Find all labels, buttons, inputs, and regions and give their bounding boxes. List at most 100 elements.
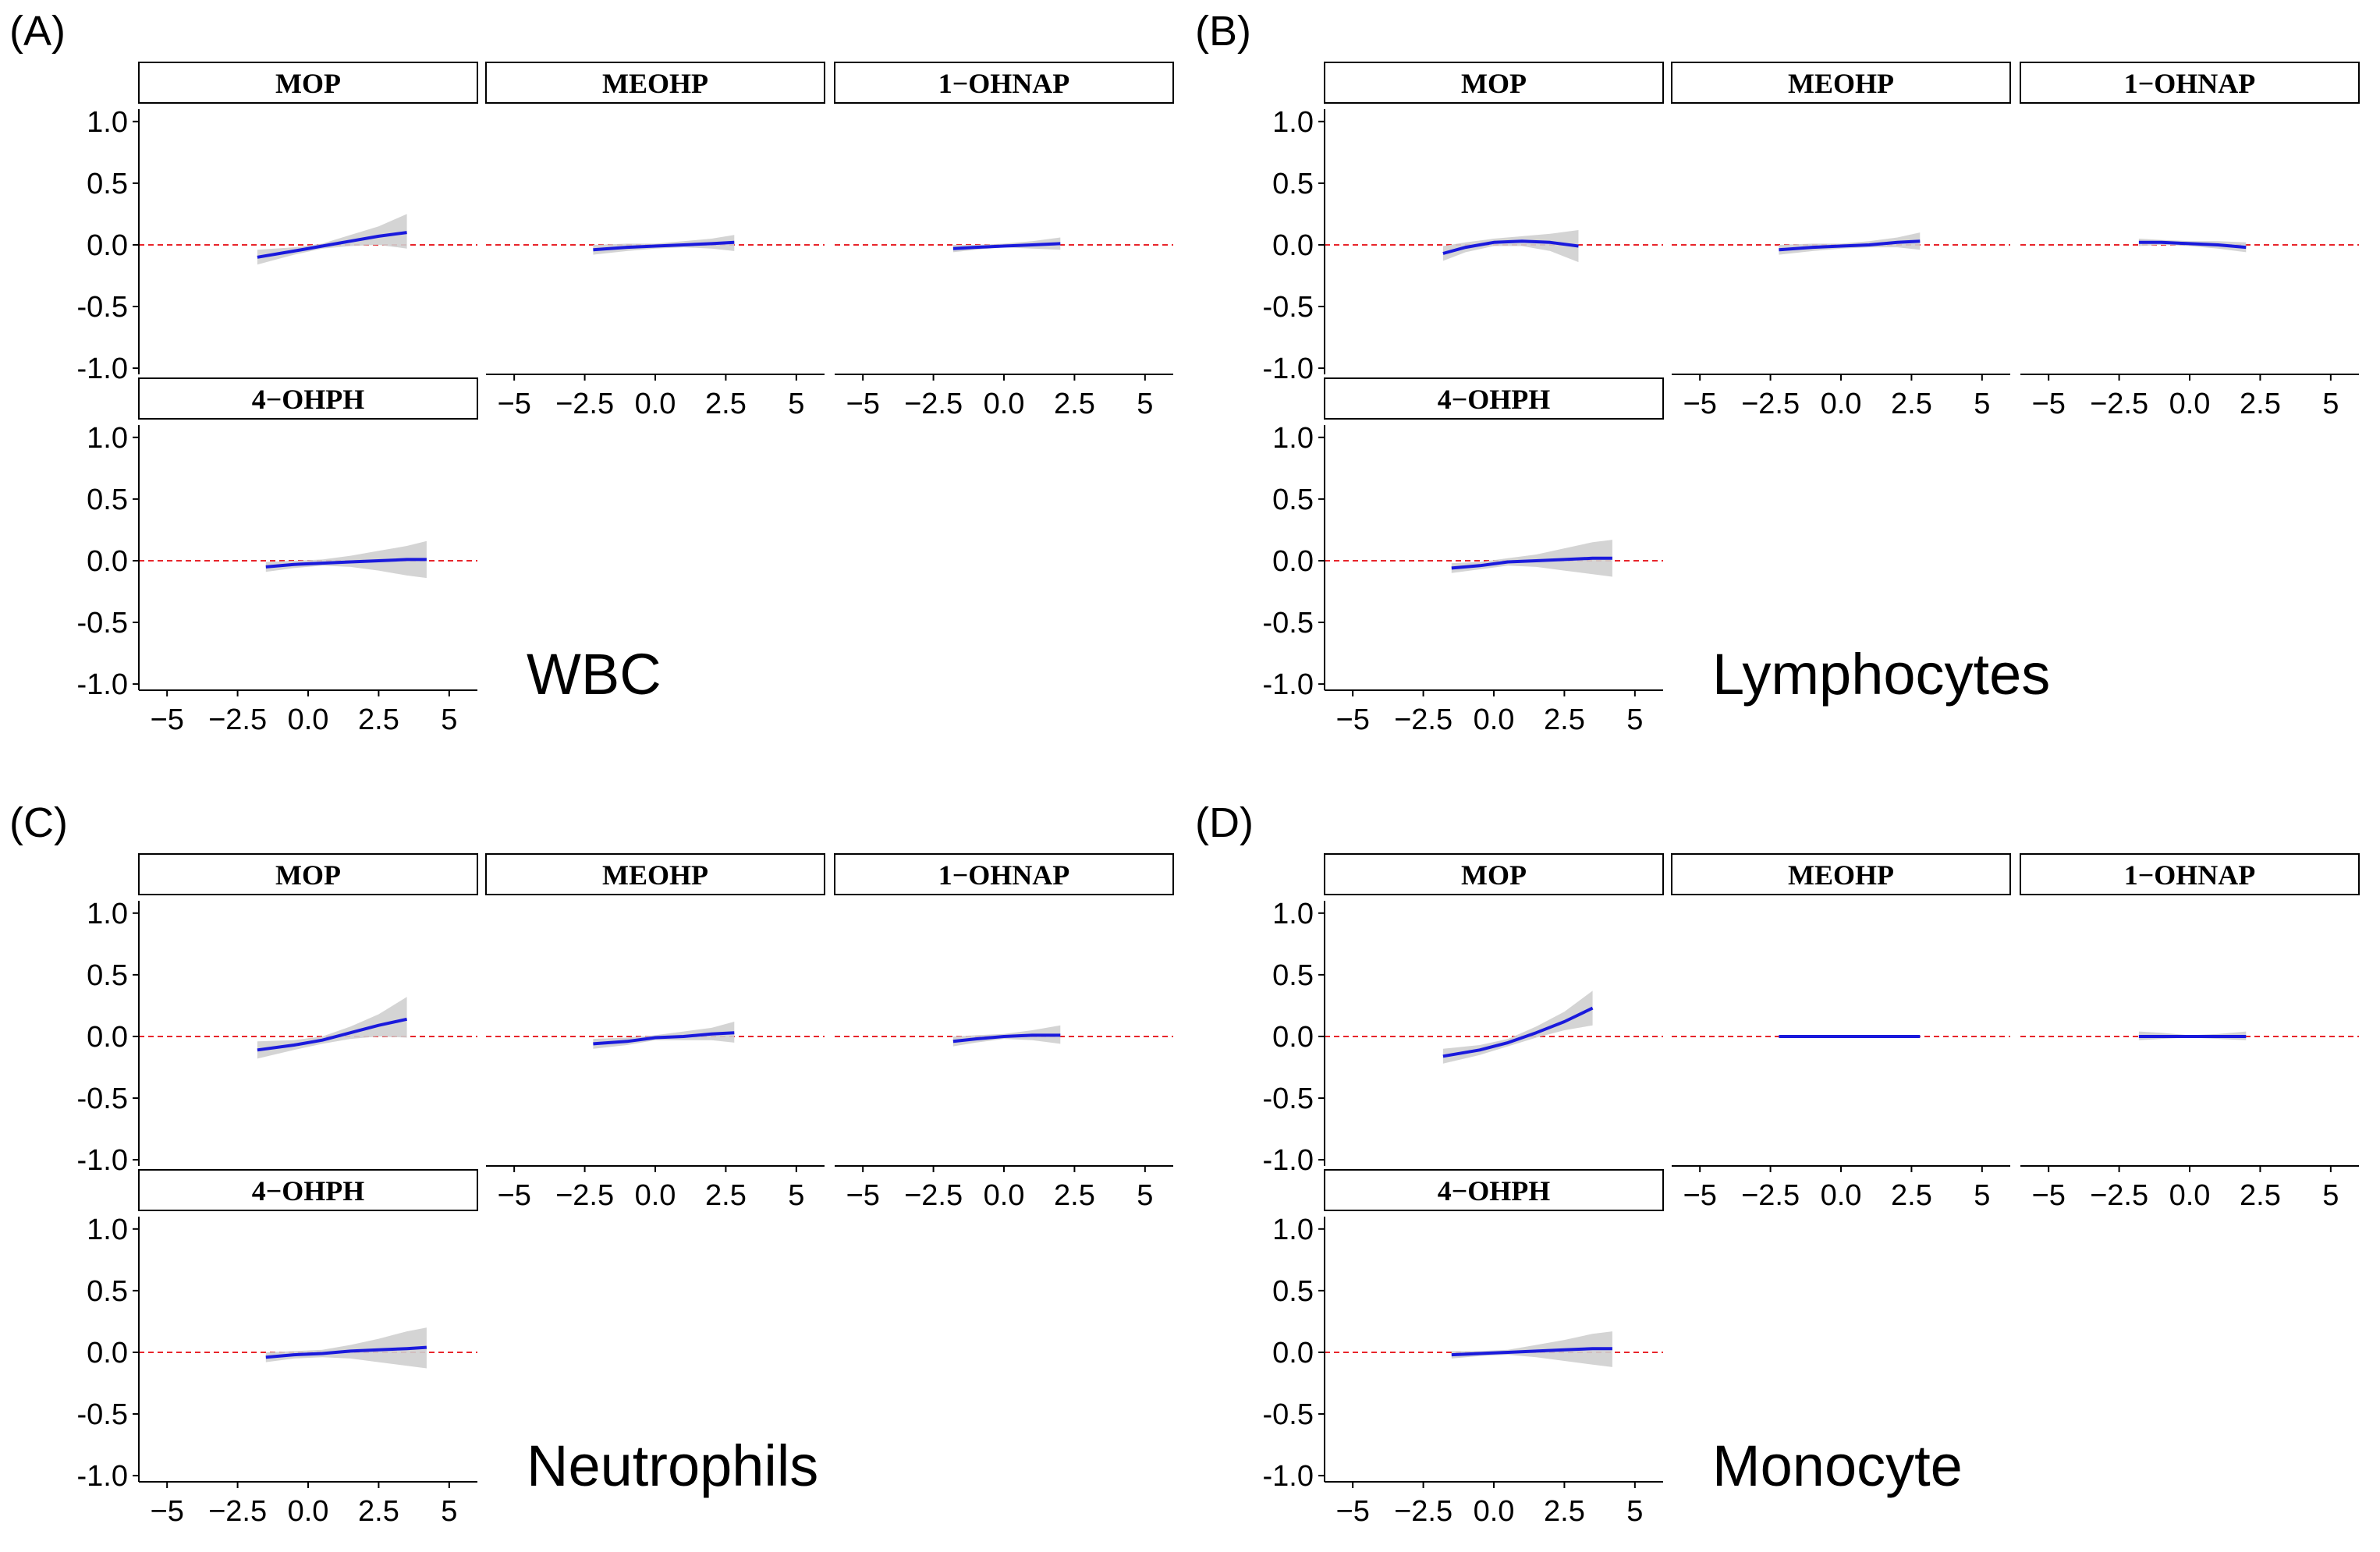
facet: MEOHP −5 −2.5 0.0 2.5 5	[1671, 853, 2011, 1212]
x-tick-label: −2.5	[1741, 1179, 1800, 1212]
x-tick-label: 0.0	[635, 388, 676, 420]
facet-title: 4−OHPH	[1438, 384, 1551, 415]
facet-title: MOP	[1461, 68, 1527, 99]
confidence-band	[257, 214, 407, 265]
x-tick-label: 5	[788, 1179, 804, 1212]
y-tick-label: -0.5	[77, 291, 128, 324]
x-tick-label: 5	[1626, 703, 1643, 736]
y-tick-label: 1.0	[87, 422, 128, 455]
y-tick-label: -1.0	[77, 668, 128, 701]
x-tick-label: 5	[1137, 388, 1153, 420]
confidence-band	[1442, 230, 1579, 263]
facet: MOP 1.0 0.5 0.0 -0.5 -1.0	[77, 62, 478, 385]
fitted-line	[1451, 1347, 1612, 1357]
confidence-band	[1451, 540, 1612, 577]
panel-label: (B)	[1195, 8, 1251, 55]
y-tick-label: 0.0	[1272, 545, 1314, 578]
facet: 4−OHPH 1.0 0.5 0.0 -0.5 -1.0 −5 −2.5 0.0 2.5 5	[1263, 1169, 1664, 1528]
y-tick-label: 1.0	[1272, 106, 1314, 139]
x-tick-label: −2.5	[2090, 1179, 2148, 1212]
y-tick-label: 0.5	[1272, 1275, 1314, 1308]
confidence-band	[1442, 990, 1593, 1064]
x-tick-label: 2.5	[1544, 1495, 1585, 1528]
y-tick-label: 0.0	[87, 229, 128, 262]
y-tick-label: 0.0	[87, 545, 128, 578]
facet-strip	[138, 853, 478, 895]
y-tick-label: -0.5	[1263, 291, 1314, 324]
x-tick-label: 2.5	[1544, 703, 1585, 736]
x-tick-label: −2.5	[208, 1495, 267, 1528]
facet-title: MEOHP	[602, 859, 708, 891]
x-tick-label: 0.0	[288, 1495, 329, 1528]
fitted-line	[952, 1033, 1061, 1044]
y-tick-label: -0.5	[1263, 1083, 1314, 1115]
fitted-line	[1442, 1006, 1594, 1058]
y-tick-label: -0.5	[1263, 607, 1314, 640]
y-tick-label: 0.5	[87, 959, 128, 992]
facet-strip	[2020, 853, 2360, 895]
x-tick-label: 5	[441, 1495, 457, 1528]
facet-title: 1−OHNAP	[2124, 68, 2256, 99]
fitted-line	[257, 231, 407, 259]
y-tick-label: 0.0	[1272, 1021, 1314, 1054]
fitted-line	[593, 240, 735, 252]
fitted-line	[2138, 240, 2247, 250]
outcome-label: Monocyte	[1712, 1433, 1963, 1498]
chart-panel: (C) Neutrophils MOP 1.0 0.5 0.0 -0.5 -1.0 MEOHP −…	[9, 799, 1174, 1528]
y-tick-label: 0.5	[87, 168, 128, 200]
y-tick-label: 1.0	[87, 106, 128, 139]
x-tick-label: 2.5	[705, 1179, 747, 1212]
y-tick-label: -0.5	[1263, 1398, 1314, 1431]
fitted-line	[1442, 239, 1579, 255]
panel-label: (A)	[9, 8, 66, 55]
facet-title: 1−OHNAP	[2124, 859, 2256, 891]
x-tick-label: −5	[498, 388, 531, 420]
y-tick-label: 0.0	[87, 1021, 128, 1054]
x-tick-label: −5	[498, 1179, 531, 1212]
y-tick-label: 0.5	[1272, 959, 1314, 992]
x-tick-label: 0.0	[2169, 388, 2211, 420]
outcome-label: Lymphocytes	[1712, 642, 2050, 707]
facet-title: MEOHP	[1788, 68, 1894, 99]
y-tick-label: 1.0	[1272, 1214, 1314, 1246]
x-tick-label: −5	[846, 1179, 880, 1212]
x-tick-label: 2.5	[358, 703, 399, 736]
confidence-band	[257, 997, 407, 1059]
facet: MEOHP −5 −2.5 0.0 2.5 5	[485, 62, 825, 420]
y-tick-label: 0.5	[1272, 484, 1314, 516]
facet: MEOHP −5 −2.5 0.0 2.5 5	[485, 853, 825, 1212]
facet-strip	[485, 853, 825, 895]
chart-panel: (D) Monocyte MOP 1.0 0.5 0.0 -0.5 -1.0 MEOHP −5 −2…	[1195, 799, 2360, 1528]
x-tick-label: −2.5	[208, 703, 267, 736]
x-tick-label: 5	[2322, 1179, 2339, 1212]
y-tick-label: -1.0	[1263, 1144, 1314, 1177]
facet: 1−OHNAP −5 −2.5 0.0 2.5 5	[834, 853, 1174, 1212]
x-tick-label: −5	[151, 1495, 184, 1528]
y-tick-label: 1.0	[87, 1214, 128, 1246]
facet-title: 4−OHPH	[252, 384, 365, 415]
x-tick-label: 0.0	[984, 1179, 1025, 1212]
x-tick-label: −2.5	[555, 388, 614, 420]
y-tick-label: -0.5	[77, 607, 128, 640]
x-tick-label: 0.0	[635, 1179, 676, 1212]
x-tick-label: −5	[151, 703, 184, 736]
facet-strip	[1324, 1169, 1664, 1211]
facet-strip	[834, 62, 1174, 104]
facet: MEOHP −5 −2.5 0.0 2.5 5	[1671, 62, 2011, 420]
y-tick-label: -1.0	[1263, 668, 1314, 701]
fitted-line	[257, 1017, 408, 1052]
y-tick-label: 0.0	[1272, 1337, 1314, 1370]
facet-title: MOP	[1461, 859, 1527, 891]
facet-title: 4−OHPH	[1438, 1175, 1551, 1207]
x-tick-label: 2.5	[1891, 1179, 1932, 1212]
y-tick-label: -1.0	[77, 1460, 128, 1493]
facet-strip	[138, 377, 478, 420]
x-tick-label: −5	[2032, 1179, 2066, 1212]
facet-title: MEOHP	[602, 68, 708, 99]
facet-strip	[1324, 62, 1664, 104]
x-tick-label: 5	[1626, 1495, 1643, 1528]
x-tick-label: 5	[441, 703, 457, 736]
x-tick-label: −2.5	[1394, 703, 1452, 736]
x-tick-label: −2.5	[1394, 1495, 1452, 1528]
y-tick-label: 1.0	[87, 898, 128, 930]
